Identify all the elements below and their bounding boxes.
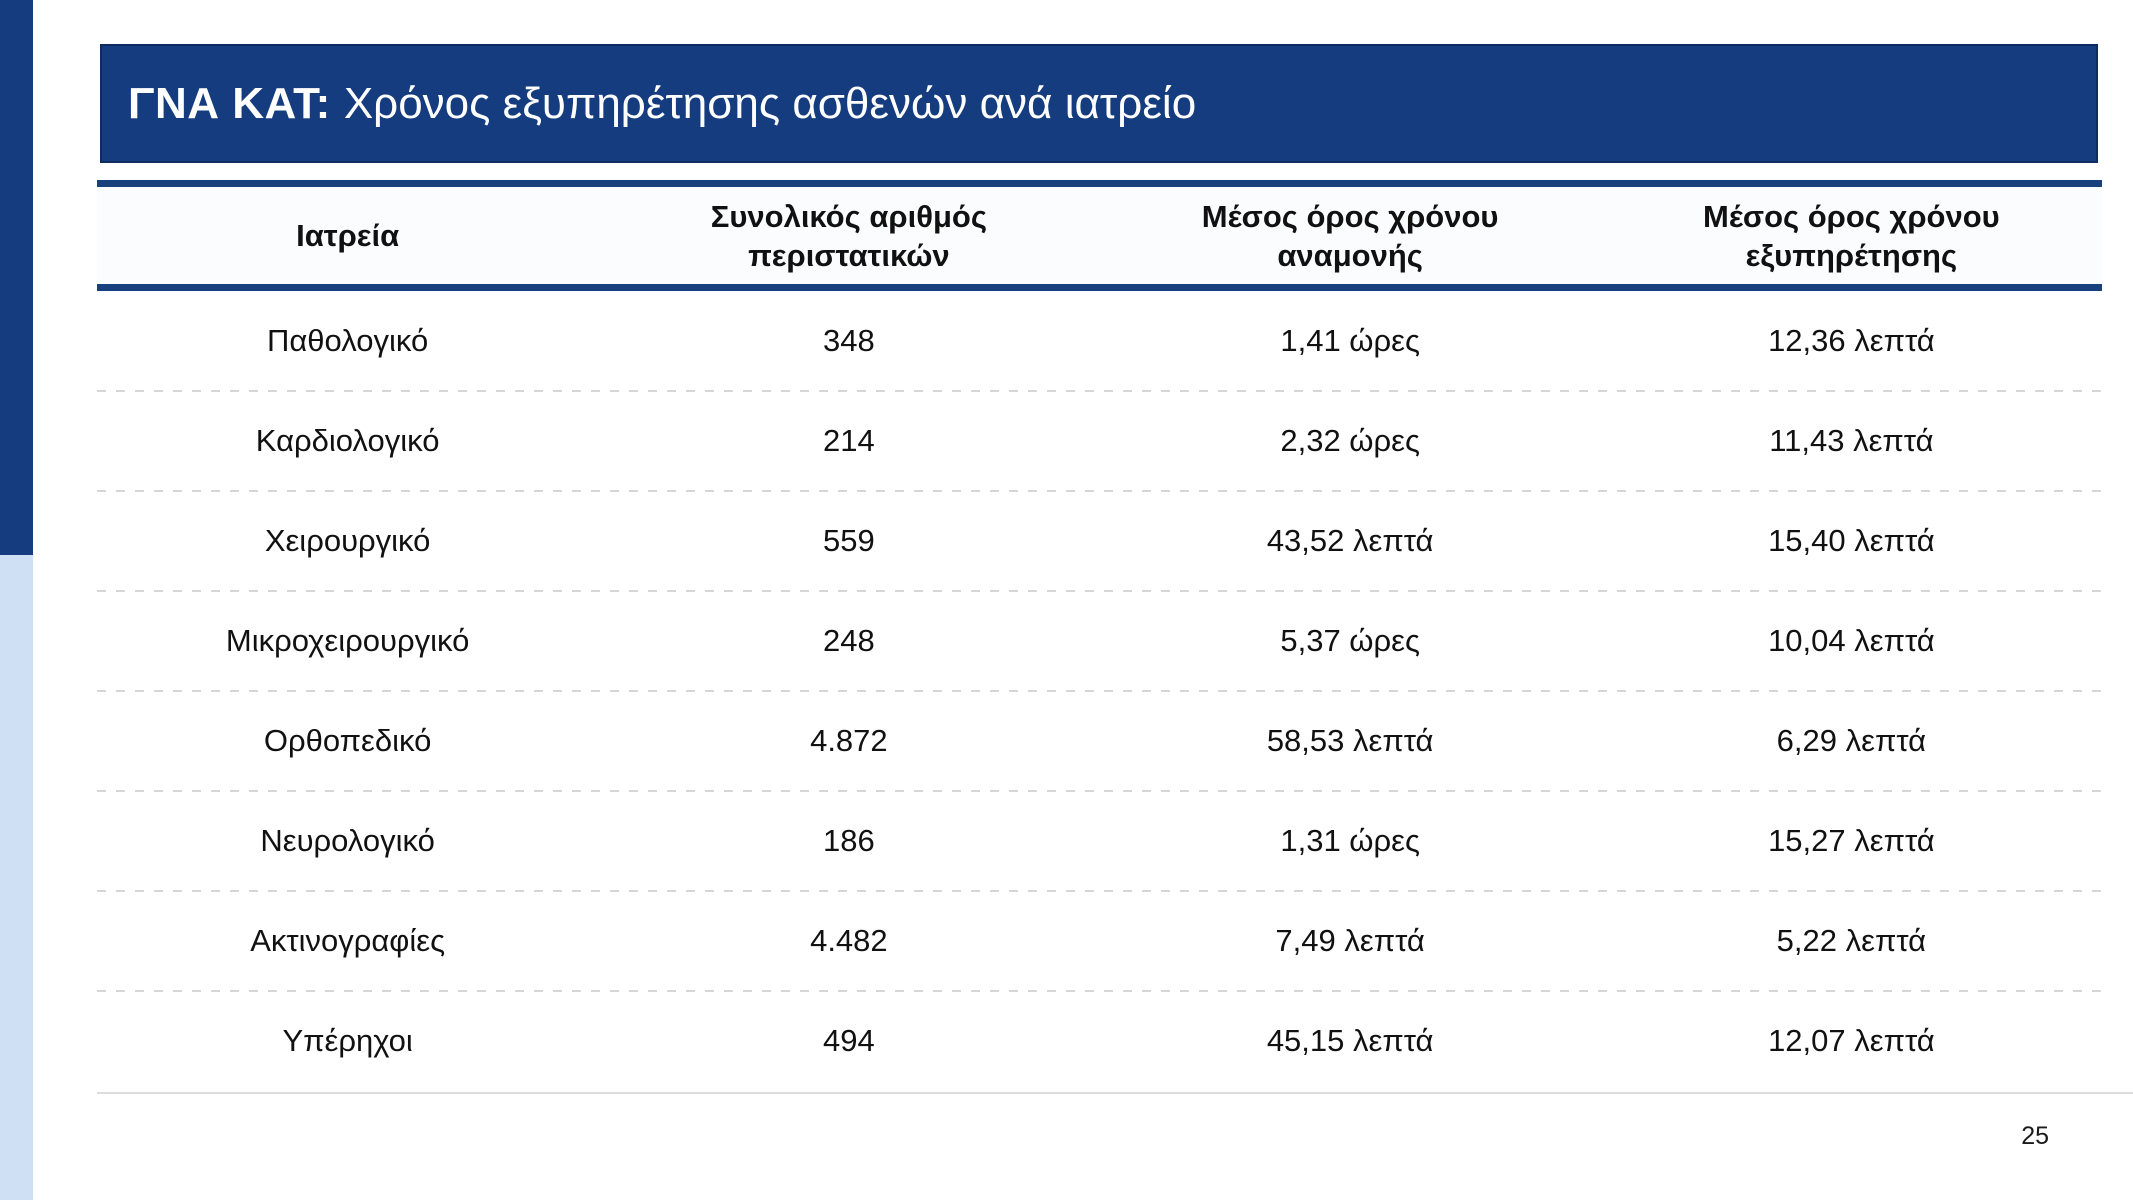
table-row: Μικροχειρουργικό 248 5,37 ώρες 10,04 λεπ…: [97, 590, 2102, 691]
cell-cases: 348: [823, 323, 875, 358]
cell-service: 6,29 λεπτά: [1776, 723, 1927, 758]
cell-clinic: Μικροχειρουργικό: [225, 623, 470, 658]
cell-wait: 7,49 λεπτά: [1275, 923, 1425, 958]
table-bottom-line: [97, 1092, 2133, 1094]
table-row: Ακτινογραφίες 4.482 7,49 λεπτά 5,22 λεπτ…: [97, 890, 2102, 991]
cell-clinic: Νευρολογικό: [260, 823, 435, 858]
data-table: Ιατρεία Συνολικός αριθμός περιστατικών Μ…: [97, 180, 2102, 1091]
cell-wait: 58,53 λεπτά: [1266, 723, 1434, 758]
header-label-avg-service: Μέσος όρος χρόνου εξυπηρέτησης: [1703, 198, 2000, 273]
table-header-row: Ιατρεία Συνολικός αριθμός περιστατικών Μ…: [97, 187, 2102, 284]
header-cell-clinic: Ιατρεία: [97, 216, 598, 255]
title-text: Χρόνος εξυπηρέτησης ασθενών ανά ιατρείο: [343, 78, 1197, 128]
title-prefix: ΓΝΑ ΚΑΤ:: [128, 78, 331, 128]
cell-cases: 186: [823, 823, 875, 858]
cell-clinic: Χειρουργικό: [264, 523, 431, 558]
cell-wait: 1,41 ώρες: [1280, 323, 1420, 358]
left-accent-bar-dark: [0, 0, 33, 555]
cell-service: 15,27 λεπτά: [1768, 823, 1935, 858]
header-label-clinic: Ιατρεία: [296, 218, 400, 253]
header-cell-avg-service: Μέσος όρος χρόνου εξυπηρέτησης: [1601, 197, 2102, 275]
cell-service: 12,36 λεπτά: [1768, 323, 1935, 358]
table-row: Ορθοπεδικό 4.872 58,53 λεπτά 6,29 λεπτά: [97, 690, 2102, 791]
header-label-avg-wait: Μέσος όρος χρόνου αναμονής: [1201, 198, 1499, 273]
header-cell-total-cases: Συνολικός αριθμός περιστατικών: [598, 197, 1099, 275]
header-label-total-cases: Συνολικός αριθμός περιστατικών: [710, 198, 987, 273]
cell-service: 12,07 λεπτά: [1768, 1023, 1935, 1058]
cell-cases: 4.482: [810, 923, 888, 958]
cell-wait: 1,31 ώρες: [1280, 823, 1420, 858]
cell-clinic: Παθολογικό: [267, 323, 429, 358]
table-top-rule: [97, 180, 2102, 187]
table-row: Υπέρηχοι 494 45,15 λεπτά 12,07 λεπτά: [97, 990, 2102, 1091]
cell-clinic: Ακτινογραφίες: [250, 923, 446, 958]
table-header-bottom-rule: [97, 284, 2102, 291]
cell-cases: 248: [823, 623, 875, 658]
title-bar: ΓΝΑ ΚΑΤ: Χρόνος εξυπηρέτησης ασθενών ανά…: [100, 44, 2098, 163]
header-cell-avg-wait: Μέσος όρος χρόνου αναμονής: [1100, 197, 1601, 275]
cell-service: 15,40 λεπτά: [1768, 523, 1935, 558]
cell-wait: 43,52 λεπτά: [1266, 523, 1434, 558]
table-row: Καρδιολογικό 214 2,32 ώρες 11,43 λεπτά: [97, 390, 2102, 491]
cell-cases: 559: [823, 523, 875, 558]
cell-wait: 2,32 ώρες: [1280, 423, 1420, 458]
cell-service: 10,04 λεπτά: [1768, 623, 1935, 658]
cell-service: 11,43 λεπτά: [1769, 423, 1934, 458]
cell-wait: 45,15 λεπτά: [1266, 1023, 1434, 1058]
cell-wait: 5,37 ώρες: [1280, 623, 1420, 658]
left-accent-bar-light: [0, 555, 33, 1200]
page-number: 25: [2021, 1122, 2049, 1150]
table-body: Παθολογικό 348 1,41 ώρες 12,36 λεπτά Καρ…: [97, 291, 2102, 1091]
cell-cases: 214: [823, 423, 875, 458]
table-row: Χειρουργικό 559 43,52 λεπτά 15,40 λεπτά: [97, 490, 2102, 591]
cell-cases: 494: [823, 1023, 875, 1058]
cell-cases: 4.872: [810, 723, 888, 758]
cell-service: 5,22 λεπτά: [1776, 923, 1927, 958]
cell-clinic: Ορθοπεδικό: [263, 723, 432, 758]
table-row: Παθολογικό 348 1,41 ώρες 12,36 λεπτά: [97, 291, 2102, 391]
cell-clinic: Υπέρηχοι: [282, 1023, 413, 1058]
cell-clinic: Καρδιολογικό: [255, 423, 440, 458]
table-row: Νευρολογικό 186 1,31 ώρες 15,27 λεπτά: [97, 790, 2102, 891]
